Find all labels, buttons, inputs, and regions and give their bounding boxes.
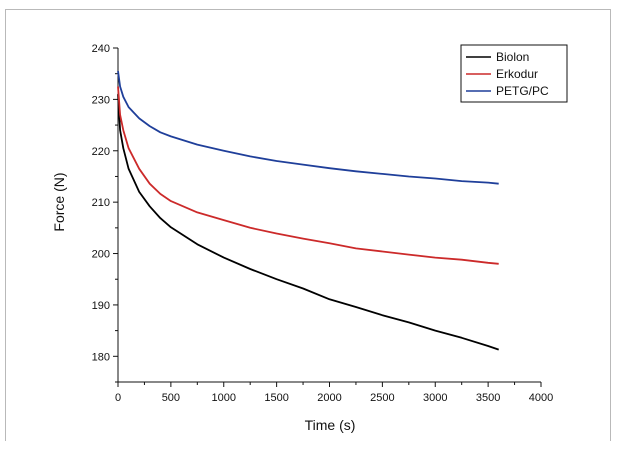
y-tick-label: 200 [92,249,110,261]
y-tick-label: 180 [92,351,110,363]
x-tick-label: 1500 [264,392,288,404]
y-tick-label: 230 [92,94,110,106]
x-axis-title: Time (s) [305,417,356,433]
figure-border [5,9,611,441]
series-layer [117,70,499,351]
y-tick-label: 210 [92,197,110,209]
x-tick-label: 3500 [476,392,500,404]
x-tick-label: 3000 [423,392,447,404]
x-tick-label: 1000 [212,392,236,404]
legend: Biolon Erkodur PETG/PC [460,44,568,103]
series-line-erkodur [117,86,499,265]
y-axis-title: Force (N) [51,172,67,231]
y-tick-label: 240 [92,43,110,55]
legend-label-petg-pc: PETG/PC [496,84,549,98]
x-tick-label: 0 [115,392,121,404]
axes: 0 500 1000 1500 2000 2500 3000 3500 4000 180 190 20… [92,43,554,404]
x-tick-label: 500 [162,392,180,404]
x-tick-label: 2000 [317,392,341,404]
x-tick-label: 2500 [370,392,394,404]
y-tick-label: 190 [92,300,110,312]
series-line-biolon [117,94,499,351]
series-line-petg-pc [117,70,499,185]
x-tick-label: 4000 [529,392,553,404]
legend-label-biolon: Biolon [496,50,529,64]
y-tick-label: 220 [92,146,110,158]
legend-label-erkodur: Erkodur [496,67,538,81]
